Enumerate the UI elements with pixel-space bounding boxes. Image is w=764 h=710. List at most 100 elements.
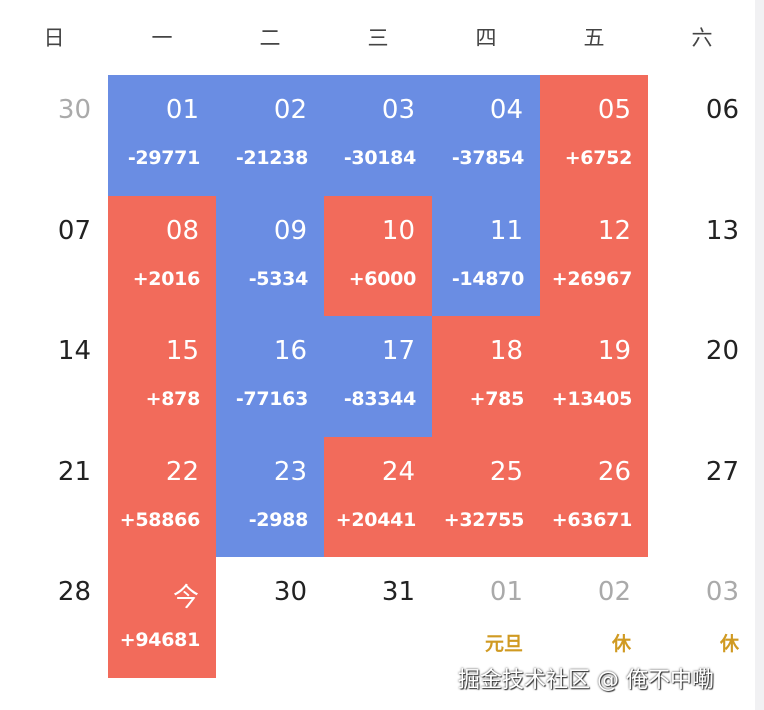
day-pnl-value: +6000 — [348, 268, 417, 290]
day-cell[interactable]: 10 +6000 — [324, 196, 432, 316]
day-cell[interactable]: 31 — [324, 557, 432, 678]
day-pnl-value: +94681 — [119, 629, 201, 651]
day-number: 02 — [597, 577, 631, 607]
day-cell[interactable]: 05 +6752 — [540, 75, 648, 196]
day-number: 21 — [57, 457, 91, 487]
day-pnl-value: -30184 — [343, 147, 416, 169]
holiday-label: 休 — [611, 633, 631, 655]
day-cell[interactable]: 17 -83344 — [324, 316, 432, 437]
day-cell[interactable]: 21 — [0, 437, 108, 557]
scroll-edge — [755, 0, 764, 710]
day-cell[interactable]: 23 -2988 — [216, 437, 324, 557]
day-number: 16 — [273, 336, 307, 366]
day-cell[interactable]: 07 — [0, 196, 108, 316]
weekday-label: 四 — [475, 26, 497, 50]
day-cell[interactable]: 19 +13405 — [540, 316, 648, 437]
day-number: 13 — [705, 216, 739, 246]
day-cell[interactable]: 13 — [648, 196, 756, 316]
day-pnl-value: -14870 — [451, 268, 524, 290]
day-number: 30 — [273, 577, 307, 607]
day-cell[interactable]: 22 +58866 — [108, 437, 216, 557]
day-number: 24 — [381, 457, 415, 487]
day-number: 今 — [172, 583, 199, 613]
day-pnl-value: +63671 — [551, 509, 633, 531]
day-cell[interactable]: 16 -77163 — [216, 316, 324, 437]
day-cell[interactable]: 28 — [0, 557, 108, 678]
day-number: 02 — [273, 95, 307, 125]
weekday-label: 日 — [43, 26, 65, 50]
holiday-label: 休 — [719, 633, 739, 655]
day-number: 05 — [597, 95, 631, 125]
day-number: 04 — [489, 95, 523, 125]
day-pnl-value: +878 — [145, 388, 201, 410]
day-number: 12 — [597, 216, 631, 246]
day-cell[interactable]: 01 元旦 — [432, 557, 540, 678]
weekday-label: 五 — [583, 26, 605, 50]
day-number: 15 — [165, 336, 199, 366]
day-cell[interactable]: 20 — [648, 316, 756, 437]
day-pnl-value: +13405 — [551, 388, 633, 410]
day-cell[interactable]: 18 +785 — [432, 316, 540, 437]
day-cell[interactable]: 27 — [648, 437, 756, 557]
day-number: 25 — [489, 457, 523, 487]
day-pnl-value: +785 — [469, 388, 525, 410]
holiday-label: 元旦 — [484, 633, 523, 655]
day-pnl-value: +20441 — [335, 509, 417, 531]
day-number: 06 — [705, 95, 739, 125]
day-number: 01 — [489, 577, 523, 607]
day-pnl-value: +2016 — [132, 268, 201, 290]
day-cell[interactable]: 02 -21238 — [216, 75, 324, 196]
day-number: 03 — [705, 577, 739, 607]
day-cell[interactable]: 08 +2016 — [108, 196, 216, 316]
day-cell[interactable]: 30 — [216, 557, 324, 678]
day-pnl-value: +58866 — [119, 509, 201, 531]
day-cell[interactable]: 04 -37854 — [432, 75, 540, 196]
day-number: 09 — [273, 216, 307, 246]
day-number: 23 — [273, 457, 307, 487]
day-number: 11 — [489, 216, 523, 246]
day-number: 03 — [381, 95, 415, 125]
day-cell[interactable]: 06 — [648, 75, 756, 196]
weekday-label: 二 — [259, 26, 281, 50]
day-cell[interactable]: 15 +878 — [108, 316, 216, 437]
day-cell[interactable]: 今 +94681 — [108, 557, 216, 678]
day-cell[interactable]: 03 -30184 — [324, 75, 432, 196]
day-cell[interactable]: 14 — [0, 316, 108, 437]
day-cell[interactable]: 30 — [0, 75, 108, 196]
day-number: 14 — [57, 336, 91, 366]
day-cell[interactable]: 09 -5334 — [216, 196, 324, 316]
day-pnl-value: -77163 — [235, 388, 308, 410]
day-cell[interactable]: 24 +20441 — [324, 437, 432, 557]
day-number: 17 — [381, 336, 415, 366]
day-number: 18 — [489, 336, 523, 366]
day-cell[interactable]: 11 -14870 — [432, 196, 540, 316]
day-pnl-value: +32755 — [443, 509, 525, 531]
day-number: 01 — [165, 95, 199, 125]
weekday-label: 三 — [367, 26, 389, 50]
day-pnl-value: -2988 — [248, 509, 309, 531]
day-number: 28 — [57, 577, 91, 607]
day-cell[interactable]: 12 +26967 — [540, 196, 648, 316]
day-number: 26 — [597, 457, 631, 487]
day-cell[interactable]: 26 +63671 — [540, 437, 648, 557]
day-cell[interactable]: 25 +32755 — [432, 437, 540, 557]
day-number: 30 — [57, 95, 91, 125]
day-number: 08 — [165, 216, 199, 246]
day-pnl-value: -37854 — [451, 147, 524, 169]
day-pnl-value: -29771 — [127, 147, 200, 169]
day-pnl-value: +6752 — [564, 147, 633, 169]
day-number: 27 — [705, 457, 739, 487]
watermark: 掘金技术社区 @ 俺不中嘞 — [458, 668, 714, 693]
day-number: 31 — [381, 577, 415, 607]
day-number: 20 — [705, 336, 739, 366]
day-number: 10 — [381, 216, 415, 246]
day-number: 19 — [597, 336, 631, 366]
day-cell[interactable]: 02 休 — [540, 557, 648, 678]
day-pnl-value: -83344 — [343, 388, 416, 410]
day-cell[interactable]: 01 -29771 — [108, 75, 216, 196]
day-pnl-value: +26967 — [551, 268, 633, 290]
day-cell[interactable]: 03 休 — [648, 557, 756, 678]
day-number: 07 — [57, 216, 91, 246]
weekday-label: 六 — [691, 26, 713, 50]
weekday-label: 一 — [151, 26, 173, 50]
